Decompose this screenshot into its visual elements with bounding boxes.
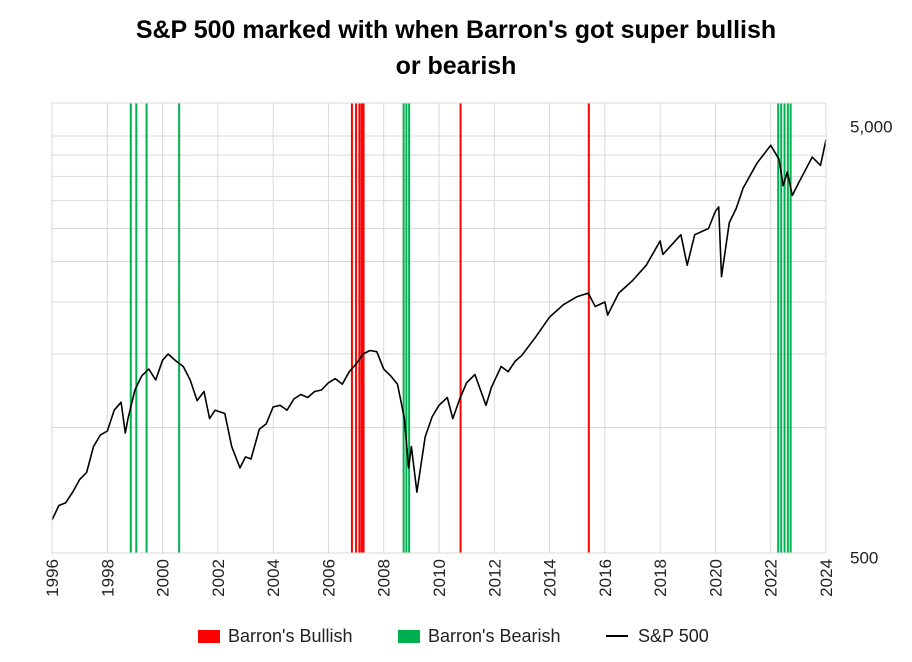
sp500-series-line xyxy=(51,139,827,521)
legend-label-bearish: Barron's Bearish xyxy=(428,625,561,646)
x-tick-label: 2024 xyxy=(817,559,836,597)
x-tick-label: 2008 xyxy=(375,559,394,597)
chart-title: S&P 500 marked with when Barron's got su… xyxy=(0,12,912,84)
legend-label-sp500: S&P 500 xyxy=(638,625,709,646)
legend: Barron's Bullish Barron's Bearish S&P 50… xyxy=(0,624,912,648)
x-tick-label: 2006 xyxy=(319,559,338,597)
legend-swatch-bearish xyxy=(398,629,420,643)
x-tick-label: 1996 xyxy=(43,559,62,597)
legend-swatch-bullish xyxy=(198,629,220,643)
x-tick-label: 2016 xyxy=(596,559,615,597)
y-tick-label: 5,000 xyxy=(850,117,893,136)
chart-title-line-2: or bearish xyxy=(395,52,517,80)
x-tick-label: 2002 xyxy=(209,559,228,597)
barrons-marker-lines xyxy=(129,103,792,553)
x-tick-label: 2020 xyxy=(706,559,725,597)
x-tick-label: 1998 xyxy=(98,559,117,597)
legend-item-sp500: S&P 500 xyxy=(606,624,709,648)
y-axis-tick-labels: 500 5,000 xyxy=(850,117,893,567)
legend-item-bullish: Barron's Bullish xyxy=(198,624,353,648)
x-tick-label: 2010 xyxy=(430,559,449,597)
plot-border xyxy=(51,102,827,554)
x-axis-tick-labels: 1996 1998 2000 2002 2004 2006 2008 2010 2012 2014… xyxy=(43,559,836,597)
vertical-gridlines xyxy=(51,103,827,553)
legend-label-bullish: Barron's Bullish xyxy=(228,625,353,646)
legend-item-bearish: Barron's Bearish xyxy=(398,624,561,648)
x-tick-label: 2022 xyxy=(762,559,781,597)
y-tick-label: 500 xyxy=(850,548,878,567)
chart-title-line-1: S&P 500 marked with when Barron's got su… xyxy=(135,16,777,44)
x-tick-label: 2012 xyxy=(485,559,504,597)
x-tick-label: 2014 xyxy=(541,559,560,597)
x-tick-label: 2004 xyxy=(264,559,283,597)
x-tick-label: 2018 xyxy=(651,559,670,597)
x-tick-label: 2000 xyxy=(154,559,173,597)
legend-line-sp500 xyxy=(606,635,628,637)
